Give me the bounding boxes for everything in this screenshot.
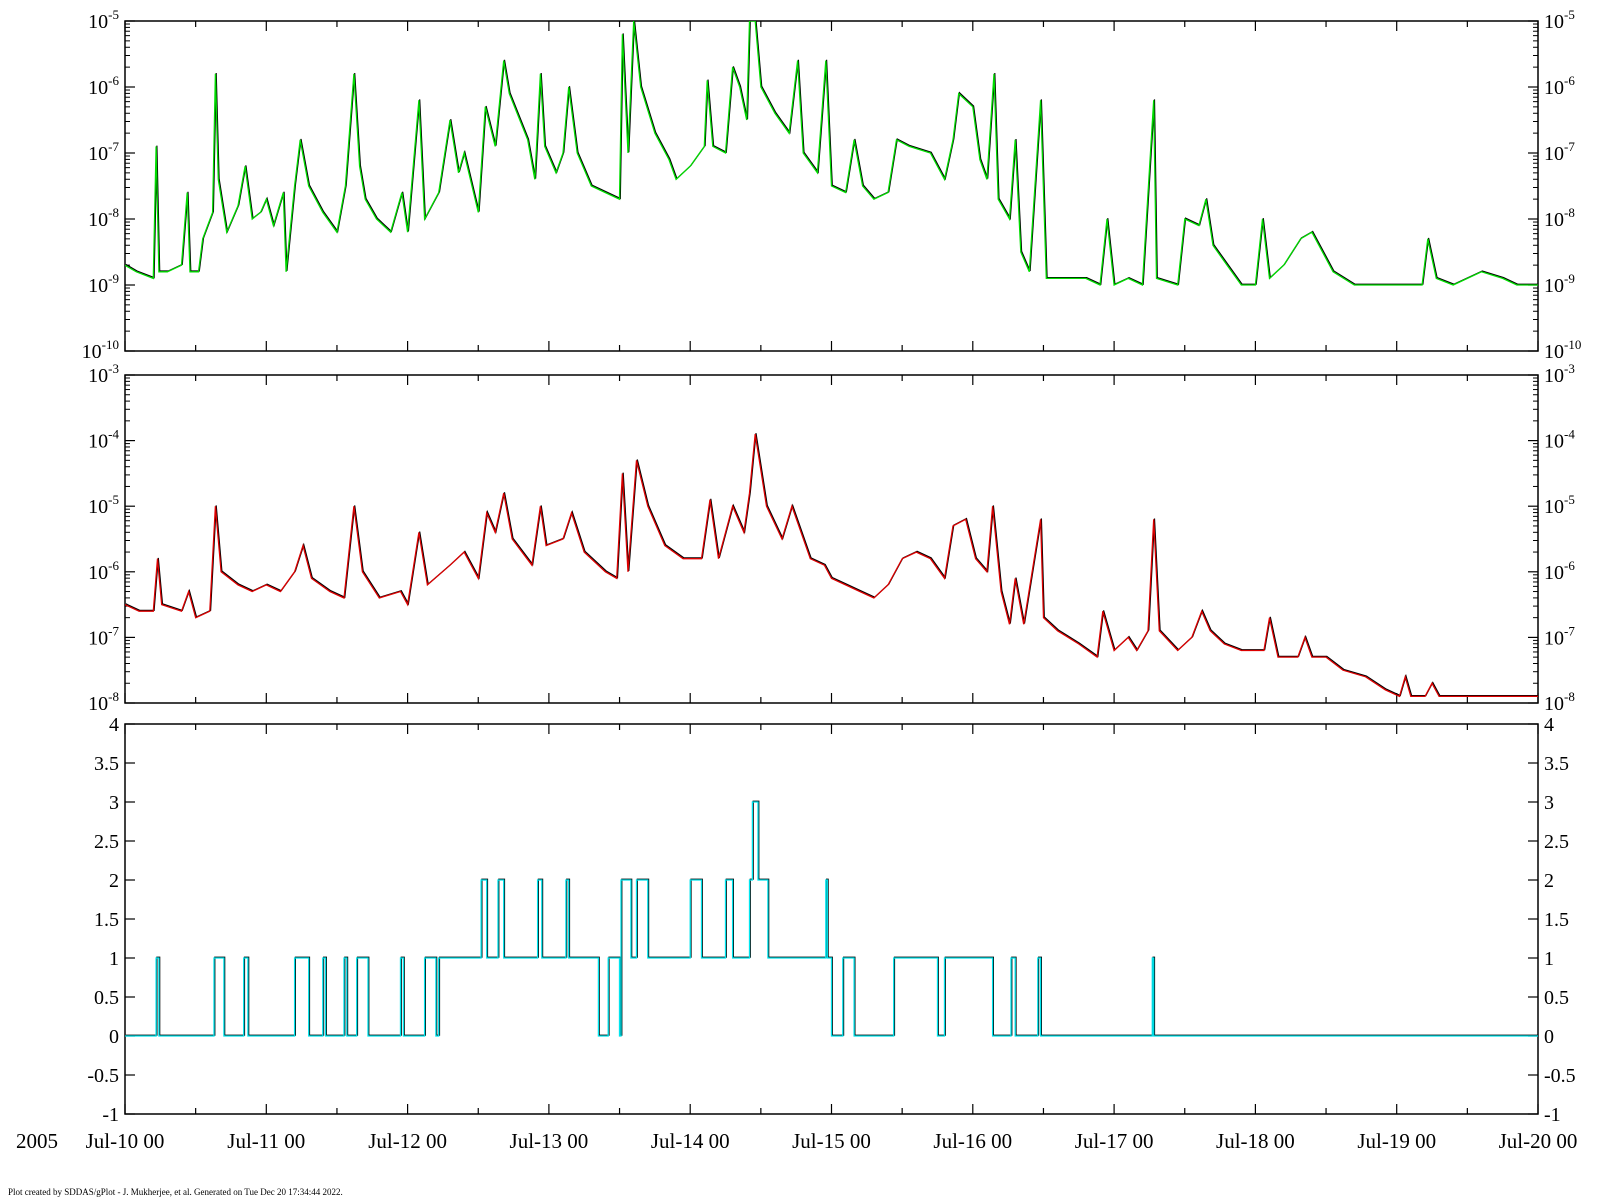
- y-tick-label-left: 10-10: [82, 337, 119, 363]
- y-tick-label-right: 10-7: [1544, 139, 1575, 165]
- x-tick-label: Jul-16 00: [933, 1129, 1012, 1153]
- y-tick-label-left: 3.5: [94, 753, 119, 775]
- y-tick-label-right: 10-6: [1544, 73, 1575, 99]
- y-tick-label-left: 10-8: [88, 689, 119, 715]
- x-tick-label: Jul-13 00: [510, 1129, 589, 1153]
- y-tick-label-right: 3: [1544, 792, 1554, 814]
- y-tick-label-left: 10-7: [88, 139, 119, 165]
- y-tick-label-left: 10-7: [88, 623, 119, 649]
- y-tick-label-left: 0.5: [94, 987, 119, 1009]
- plot-footer-credit: Plot created by SDDAS/gPlot - J. Mukherj…: [8, 1187, 343, 1197]
- y-tick-label-left: 10-8: [88, 205, 119, 231]
- y-tick-label-right: 4: [1544, 714, 1554, 736]
- series-underlay-line: [125, 800, 1538, 1036]
- x-tick-label: Jul-14 00: [651, 1129, 730, 1153]
- y-tick-label-left: 10-6: [88, 558, 119, 584]
- y-tick-label-right: 10-8: [1544, 205, 1575, 231]
- x-tick-label: Jul-18 00: [1216, 1129, 1295, 1153]
- chart-panel-2: 10-3 10-3 10-4 10-4 10-5 10-5 10-6 10-6 10-7 10-7…: [88, 361, 1575, 715]
- y-tick-label-left: 2: [109, 870, 119, 892]
- plot-frame: [124, 723, 1539, 1115]
- y-tick-label-right: 2: [1544, 870, 1554, 892]
- y-tick-label-right: 3.5: [1544, 753, 1569, 775]
- y-tick-label-right: 10-7: [1544, 623, 1575, 649]
- y-tick-label-left: 0: [109, 1026, 119, 1048]
- y-tick-label-left: 10-9: [88, 271, 119, 297]
- y-tick-label-right: 10-5: [1544, 492, 1575, 518]
- y-tick-label-right: 10-4: [1544, 427, 1575, 453]
- x-tick-label: Jul-17 00: [1075, 1129, 1154, 1153]
- y-tick-label-left: 10-4: [88, 427, 119, 453]
- y-tick-label-left: 10-5: [88, 492, 119, 518]
- x-tick-label: Jul-19 00: [1357, 1129, 1436, 1153]
- y-tick-label-right: 0: [1544, 1026, 1554, 1048]
- chart-panel-3: 4 4 3.5 3.5 3 3 2.5 2.5 2 2 1.5 1.5 1 1 0.5 0.5 0 0 -0.5 -0…: [87, 714, 1575, 1126]
- y-tick-label-left: 1.5: [94, 909, 119, 931]
- y-tick-label-right: 0.5: [1544, 987, 1569, 1009]
- y-tick-label-left: 10-3: [88, 361, 119, 387]
- plot-frame: [124, 374, 1539, 704]
- series-underlay-line: [125, 433, 1538, 697]
- y-tick-label-right: 10-9: [1544, 271, 1575, 297]
- y-tick-label-left: 10-6: [88, 73, 119, 99]
- y-tick-label-right: 1.5: [1544, 909, 1569, 931]
- y-tick-label-left: 1: [109, 948, 119, 970]
- chart-panel-1: 10-5 10-5 10-6 10-6 10-7 10-7 10-8 10-8 10-9 10-9…: [82, 7, 1582, 363]
- x-tick-label: Jul-15 00: [792, 1129, 871, 1153]
- y-tick-label-right: 10-10: [1544, 337, 1581, 363]
- series-group: [125, 433, 1538, 698]
- x-tick-label: Jul-11 00: [227, 1129, 305, 1153]
- y-tick-label-left: 3: [109, 792, 119, 814]
- y-tick-label-right: -0.5: [1544, 1065, 1576, 1087]
- y-tick-label-right: 10-6: [1544, 558, 1575, 584]
- y-tick-label-right: 10-5: [1544, 7, 1575, 33]
- y-tick-label-left: -1: [102, 1104, 119, 1126]
- series-line: [125, 801, 1538, 1037]
- y-tick-label-right: 1: [1544, 948, 1554, 970]
- year-label: 2005: [16, 1129, 58, 1153]
- y-tick-label-right: -1: [1544, 1104, 1561, 1126]
- series-group: [125, 800, 1538, 1037]
- y-tick-label-left: 10-5: [88, 7, 119, 33]
- series-line: [125, 21, 1538, 286]
- series-underlay-line: [125, 21, 1538, 286]
- y-tick-label-left: 4: [109, 714, 119, 736]
- x-tick-label: Jul-20 00: [1499, 1129, 1578, 1153]
- y-tick-label-right: 10-3: [1544, 361, 1575, 387]
- x-tick-label: Jul-12 00: [368, 1129, 447, 1153]
- y-tick-label-left: 2.5: [94, 831, 119, 853]
- x-tick-label: Jul-10 00: [86, 1129, 165, 1153]
- y-tick-label-left: -0.5: [87, 1065, 119, 1087]
- series-line: [125, 433, 1538, 698]
- series-group: [125, 21, 1538, 286]
- y-tick-label-right: 10-8: [1544, 689, 1575, 715]
- y-tick-label-right: 2.5: [1544, 831, 1569, 853]
